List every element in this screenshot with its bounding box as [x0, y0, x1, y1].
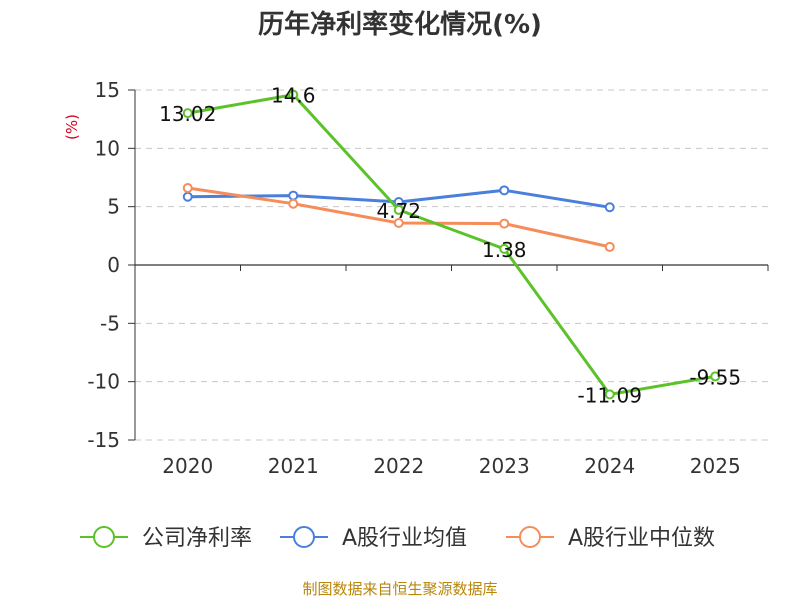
data-label: 4.72: [376, 199, 421, 223]
y-tick-label: 0: [107, 253, 120, 277]
legend-marker: [293, 526, 315, 548]
data-point: [499, 185, 510, 196]
data-label: -9.55: [689, 365, 741, 389]
data-point: [288, 198, 299, 209]
y-tick-label: 5: [107, 195, 120, 219]
data-point: [182, 108, 193, 119]
data-labels: 13.02 14.6 4.72 1.38 -11.09 -9.55: [159, 84, 741, 408]
data-label: -11.09: [578, 383, 642, 407]
series: [182, 89, 721, 400]
y-tick-label: -15: [87, 428, 120, 452]
data-point: [182, 191, 193, 202]
legend-item[interactable]: A股行业均值: [280, 526, 467, 551]
data-point: [499, 218, 510, 229]
legend-marker: [93, 526, 115, 548]
data-point: [393, 218, 404, 228]
data-point: [288, 89, 299, 100]
y-tick-label: -10: [87, 370, 120, 394]
y-axis-label: (%): [63, 114, 81, 140]
legend-label: 公司净利率: [142, 526, 252, 551]
data-point: [182, 183, 193, 193]
data-label: 1.38: [482, 238, 527, 262]
x-tick-label: 2023: [479, 454, 530, 478]
legend-item[interactable]: A股行业中位数: [506, 526, 715, 551]
chart-title: 历年净利率变化情况(%): [258, 9, 542, 40]
x-tick-label: 2025: [690, 454, 741, 478]
data-point: [288, 190, 299, 201]
legend-label: A股行业中位数: [568, 526, 715, 551]
data-point: [604, 241, 615, 252]
y-tick-label: 15: [95, 78, 120, 102]
y-tick-label: -5: [100, 311, 120, 335]
legend-marker: [519, 526, 541, 548]
x-tick-label: 2020: [162, 454, 213, 478]
x-tick-label: 2022: [373, 454, 424, 478]
x-tick-label: 2024: [584, 454, 635, 478]
legend-label: A股行业均值: [342, 526, 467, 551]
series-line: [187, 93, 716, 396]
data-label: 13.02: [159, 102, 216, 126]
y-tick-label: 10: [95, 136, 120, 160]
data-point: [393, 204, 404, 215]
data-point: [604, 389, 615, 400]
axes: 15 10 5 0 -5 -10 -15 2020 2021 2022 2023 2024 2025: [87, 78, 769, 478]
legend[interactable]: 公司净利率 A股行业均值 A股行业中位数: [80, 526, 715, 551]
data-label: 14.6: [271, 84, 316, 108]
source-note: 制图数据来自恒生聚源数据库: [302, 580, 497, 598]
x-tick-label: 2021: [268, 454, 319, 478]
data-point: [604, 202, 615, 213]
data-point: [710, 371, 721, 382]
legend-item[interactable]: 公司净利率: [80, 526, 252, 551]
data-point: [499, 243, 510, 254]
